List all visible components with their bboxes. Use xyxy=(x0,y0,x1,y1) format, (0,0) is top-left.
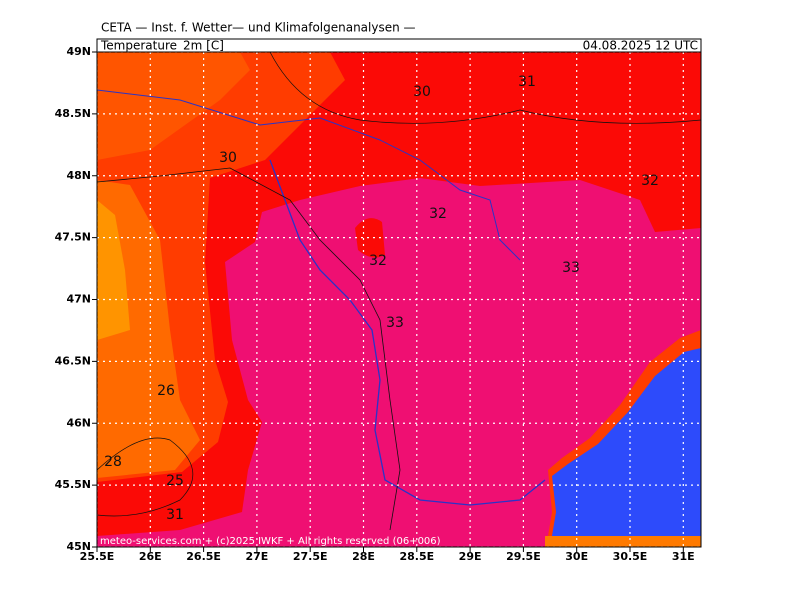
river xyxy=(97,89,521,261)
contour-label: 33 xyxy=(562,260,580,276)
field-32b xyxy=(355,218,385,258)
lat-label: 47.5N xyxy=(55,231,91,244)
lon-label: 30.5E xyxy=(613,550,648,563)
contour xyxy=(97,437,194,517)
lat-label: 46.5N xyxy=(55,354,91,367)
contour-label: 28 xyxy=(104,454,122,470)
valid-time: 04.08.2025 12 UTC xyxy=(583,39,698,53)
border xyxy=(97,167,401,531)
title: CETA — Inst. f. Wetter— und Klimafolgena… xyxy=(101,21,416,35)
lon-label: 29E xyxy=(459,550,482,563)
lat-label: 47N xyxy=(66,293,91,306)
lat-label: 48.5N xyxy=(55,107,91,120)
contour-label: 32 xyxy=(369,253,387,269)
footer: meteo-services.com + (c)2025 IWKF + All … xyxy=(100,536,441,547)
lon-label: 31E xyxy=(672,550,695,563)
contour-label: 32 xyxy=(641,173,659,189)
contour-label: 30 xyxy=(413,84,431,100)
lon-label: 28.5E xyxy=(399,550,434,563)
river xyxy=(269,159,546,506)
lon-label: 25.5E xyxy=(80,550,115,563)
field-25 xyxy=(97,200,130,340)
lat-label: 45N xyxy=(66,540,91,553)
lon-label: 28E xyxy=(352,550,375,563)
lat-label: 49N xyxy=(66,45,91,58)
contour xyxy=(269,52,701,124)
field-name: Temperature_2m [C] xyxy=(100,39,224,53)
contour-label: 32 xyxy=(429,206,447,222)
contour-label: 26 xyxy=(157,383,175,399)
sea xyxy=(552,348,701,536)
field-32 xyxy=(97,52,701,536)
bottom-strip xyxy=(545,536,701,547)
lon-label: 27E xyxy=(245,550,268,563)
lon-label: 27.5E xyxy=(293,550,328,563)
lon-label: 29.5E xyxy=(506,550,541,563)
field-29 xyxy=(97,52,250,160)
contour-label: 33 xyxy=(386,315,404,331)
lon-label: 26.5E xyxy=(186,550,221,563)
lat-label: 48N xyxy=(66,169,91,182)
lon-label: 26E xyxy=(139,550,162,563)
contour-label: 31 xyxy=(166,507,184,523)
contour-label: 25 xyxy=(166,473,184,489)
field-27 xyxy=(97,180,200,478)
lon-label: 30E xyxy=(565,550,588,563)
contour-label: 31 xyxy=(518,74,536,90)
lat-label: 45.5N xyxy=(55,478,91,491)
contour-label: 30 xyxy=(219,150,237,166)
lat-label: 46N xyxy=(66,416,91,429)
